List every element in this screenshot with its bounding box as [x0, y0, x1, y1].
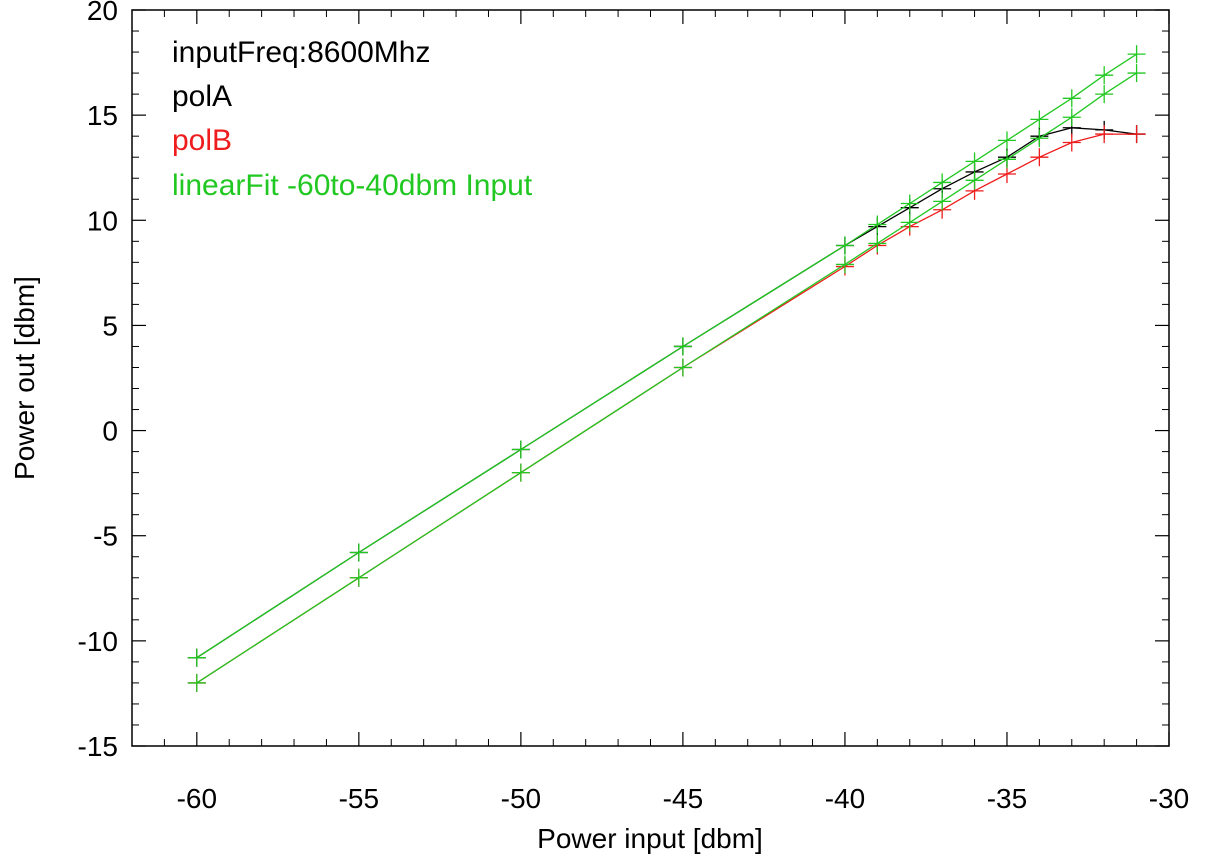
data-point [965, 152, 984, 171]
data-point [1062, 89, 1081, 108]
y-tick-label: 10 [87, 205, 118, 236]
axis-ticks [131, 9, 1170, 747]
x-tick-label: -55 [339, 783, 379, 814]
x-tick-label: -30 [1149, 783, 1189, 814]
data-point [933, 173, 952, 192]
series-line [196, 133, 1137, 684]
legend: inputFreq:8600Mhz polA polB linearFit -6… [172, 36, 533, 202]
data-point [933, 192, 952, 211]
data-point [1062, 133, 1081, 152]
data-point [900, 194, 919, 213]
y-tick-label: -15 [78, 731, 118, 762]
x-tick-label: -35 [987, 783, 1027, 814]
data-point [1127, 125, 1146, 144]
data-point [1030, 129, 1049, 148]
data-point [997, 150, 1016, 169]
data-point [900, 213, 919, 232]
x-tick-label: -45 [663, 783, 703, 814]
data-point [349, 568, 368, 587]
x-axis-title: Power input [dbm] [537, 823, 763, 854]
data-point [1062, 108, 1081, 127]
y-tick-label: -5 [93, 521, 118, 552]
series-line [196, 53, 1137, 659]
x-tick-label: -50 [501, 783, 541, 814]
data-point [187, 673, 206, 692]
data-point [511, 440, 530, 459]
y-axis-title: Power out [dbm] [9, 276, 40, 480]
plot-frame [131, 9, 1170, 747]
data-point [1127, 64, 1146, 83]
legend-title: inputFreq:8600Mhz [172, 36, 431, 69]
series-layer [187, 45, 1146, 692]
data-point [1030, 148, 1049, 167]
series-line [196, 127, 1137, 659]
data-point [511, 463, 530, 482]
data-point [835, 255, 854, 274]
y-tick-label: 5 [102, 310, 118, 341]
y-tick-label: 15 [87, 100, 118, 131]
data-point [673, 337, 692, 356]
data-point [965, 171, 984, 190]
data-point [868, 234, 887, 253]
y-tick-label: -10 [78, 626, 118, 657]
data-point [673, 358, 692, 377]
data-point [1095, 125, 1114, 144]
y-tick-label: 20 [87, 0, 118, 26]
data-point [349, 543, 368, 562]
series-line [196, 72, 1137, 684]
data-point [997, 131, 1016, 150]
data-point [1095, 66, 1114, 85]
series-linearfit-pola [187, 45, 1146, 667]
legend-pola: polA [172, 80, 232, 113]
data-point [1095, 85, 1114, 104]
data-point [868, 215, 887, 234]
data-point [1127, 45, 1146, 64]
y-tick-label: 0 [102, 416, 118, 447]
data-point [187, 648, 206, 667]
data-point [1030, 110, 1049, 129]
series-linearfit-polb [187, 64, 1146, 692]
legend-polb: polB [172, 124, 232, 157]
legend-linearfit: linearFit -60to-40dbm Input [172, 169, 533, 202]
data-point [835, 236, 854, 255]
x-tick-label: -60 [177, 783, 217, 814]
series-polb [187, 125, 1146, 692]
x-tick-label: -40 [825, 783, 865, 814]
